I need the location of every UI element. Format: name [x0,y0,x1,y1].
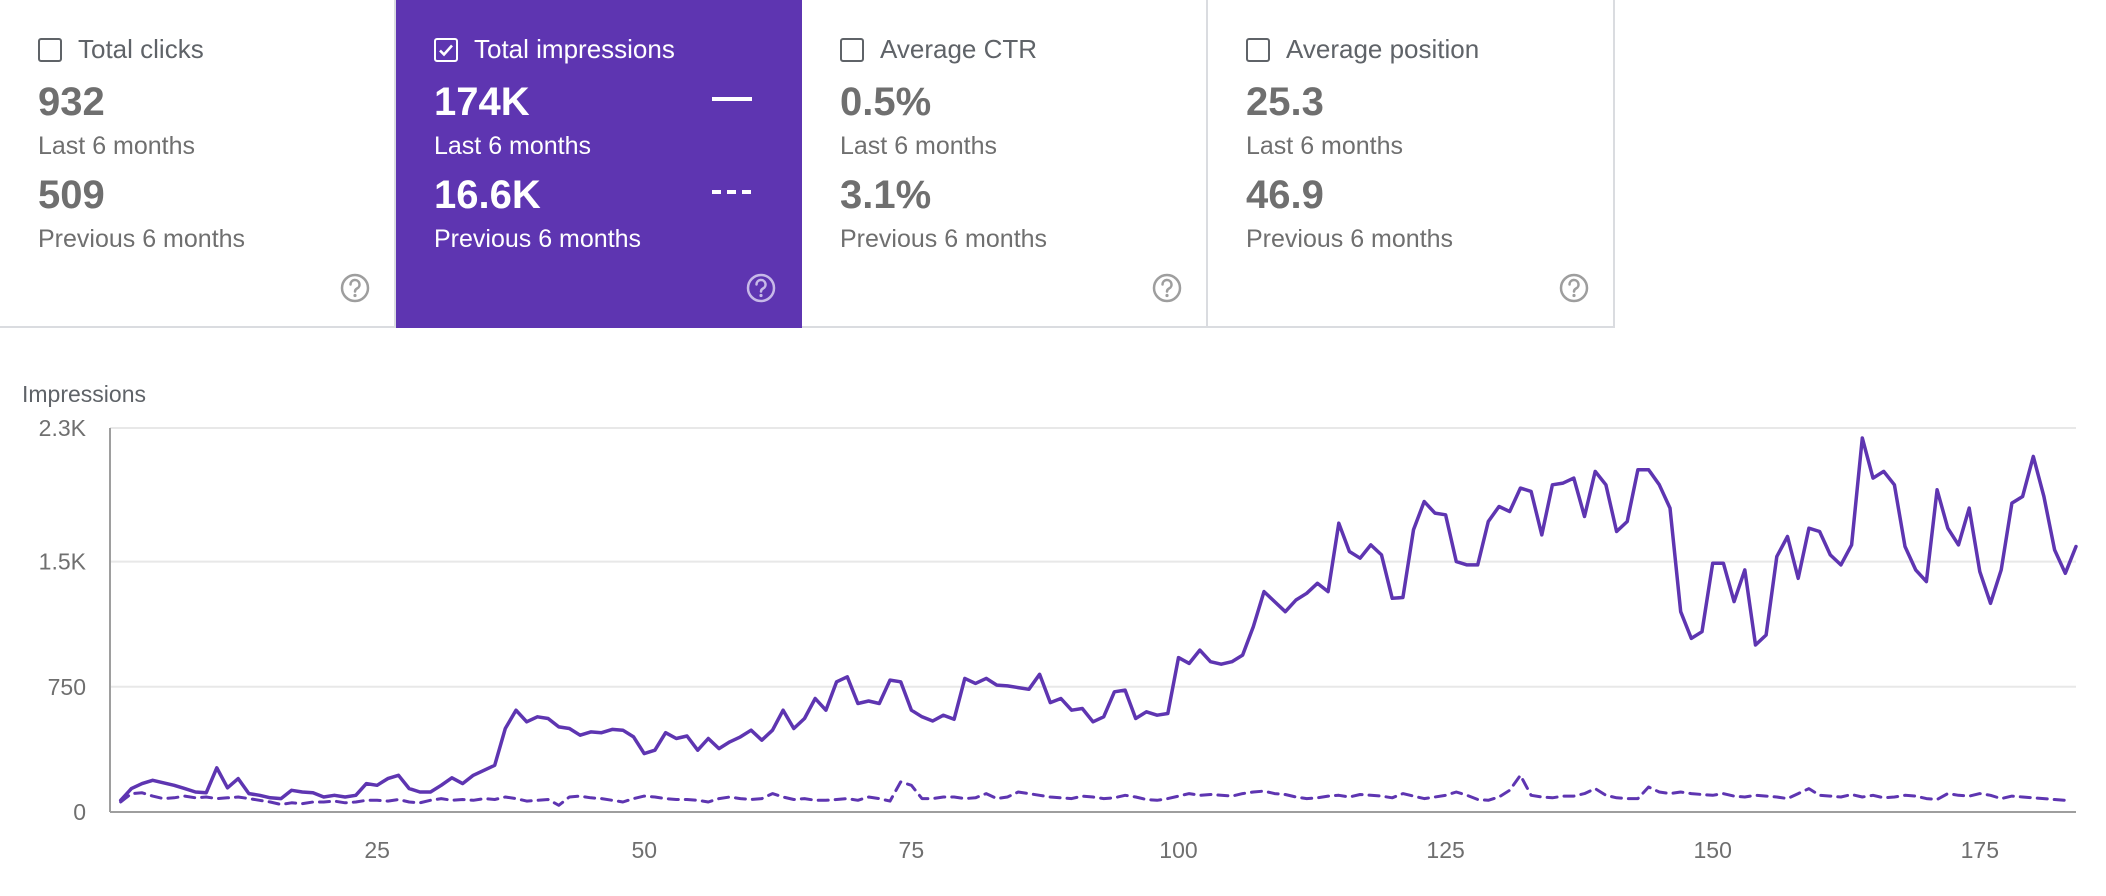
card-period-previous: Previous 6 months [38,225,246,253]
card-value-previous: 46.9 [1246,173,1324,217]
average-ctr-checkbox[interactable] [840,37,864,62]
series-line-previous-6-months [119,773,2067,807]
card-label: Total clicks [78,34,204,64]
card-period-current: Last 6 months [38,132,196,160]
card-period-current: Last 6 months [434,132,592,160]
x-tick-label: 150 [1694,837,1732,863]
card-period-previous: Previous 6 months [1246,225,1454,253]
y-axis-label: Impressions [22,381,146,407]
card-value-current: 174K [434,80,530,124]
card-value-previous: 3.1% [840,173,932,217]
total-clicks-checkbox[interactable] [38,37,62,62]
card-period-previous: Previous 6 months [840,225,1048,253]
card-value-previous: 509 [38,173,105,217]
card-period-current: Last 6 months [840,132,998,160]
help-circle-icon[interactable] [1558,272,1590,304]
card-value-current: 25.3 [1246,80,1324,124]
y-tick-label: 2.3K [39,415,87,441]
card-period-previous: Previous 6 months [434,225,642,253]
card-average-ctr[interactable]: Average CTR 0.5% Last 6 months 3.1% Prev… [802,0,1208,328]
x-tick-label: 50 [631,837,657,863]
dashed-line-legend-icon [712,190,752,194]
impressions-chart[interactable]: Impressions 0 750 1.5K 2.3K 25 50 75 100 125 150 17… [0,360,2106,896]
x-tick-label: 175 [1961,837,1999,863]
y-tick-label: 1.5K [39,549,87,575]
y-tick-label: 0 [73,799,86,825]
x-tick-label: 125 [1426,837,1464,863]
card-label: Average position [1286,34,1480,64]
card-total-clicks[interactable]: Total clicks 932 Last 6 months 509 Previ… [0,0,396,328]
card-value-current: 932 [38,80,105,124]
solid-line-legend-icon [712,97,752,101]
checkmark-icon [439,44,453,56]
card-label: Total impressions [474,34,675,64]
y-tick-label: 750 [48,674,86,700]
x-tick-label: 75 [899,837,925,863]
help-circle-icon[interactable] [339,272,371,304]
help-circle-icon[interactable] [745,272,777,304]
series-line-last-6-months [118,436,2078,803]
x-tick-label: 25 [364,837,390,863]
card-period-current: Last 6 months [1246,132,1404,160]
average-position-checkbox[interactable] [1246,37,1270,62]
card-total-impressions[interactable]: Total impressions 174K Last 6 months 16.… [396,0,802,328]
card-value-current: 0.5% [840,80,932,124]
help-circle-icon[interactable] [1151,272,1183,304]
x-tick-label: 100 [1159,837,1197,863]
card-average-position[interactable]: Average position 25.3 Last 6 months 46.9… [1208,0,1615,328]
card-value-previous: 16.6K [434,173,541,217]
total-impressions-checkbox[interactable] [434,37,458,62]
metric-cards: Total clicks 932 Last 6 months 509 Previ… [0,0,1615,330]
card-label: Average CTR [880,34,1038,64]
